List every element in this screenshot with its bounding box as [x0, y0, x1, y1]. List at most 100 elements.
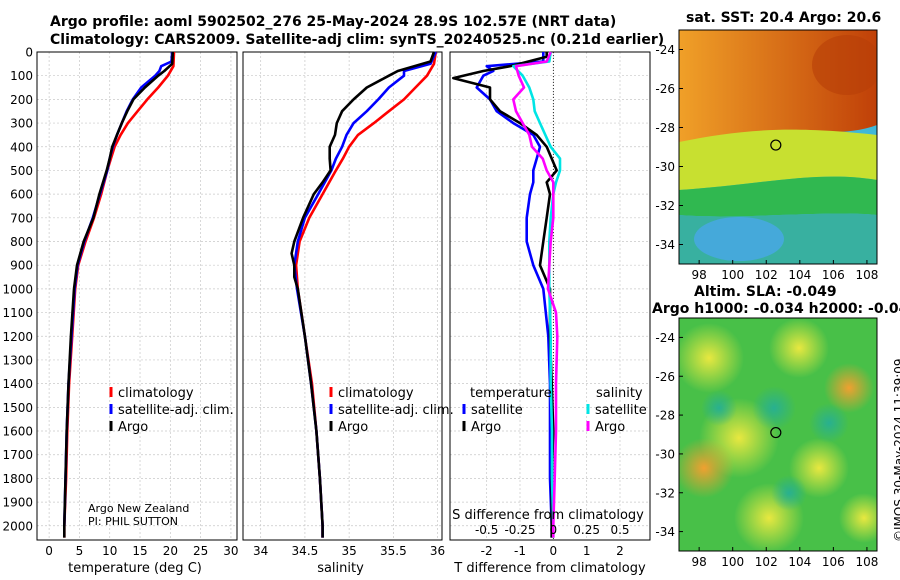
sla-map: 98 100 102 104 106 108 -24 -26 -28 -30 -32 -34 [655, 317, 878, 569]
x-tick-label: -1 [514, 544, 526, 558]
x-tick-label: 5 [76, 544, 84, 558]
map-y-tick-label: -28 [655, 409, 675, 423]
x-axis-label: T difference from climatology [453, 561, 646, 576]
series-climatology [63, 51, 176, 538]
panel-frame [36, 51, 238, 541]
x-tick-label: 15 [132, 544, 147, 558]
legend-label: climatology [118, 386, 194, 401]
map-y-tick-label: -34 [655, 238, 675, 252]
depth-tick-label: 500 [10, 164, 33, 178]
sla-anomaly-blob [789, 438, 849, 498]
x-tick-label: 20 [163, 544, 178, 558]
depth-tick-label: 800 [10, 235, 33, 249]
series-argo [63, 51, 175, 538]
map-y-tick-label: -26 [655, 370, 675, 384]
sla-anomaly-blob [839, 493, 877, 543]
sst-hot-patch [812, 35, 877, 95]
map-y-tick-label: -32 [655, 199, 675, 213]
sla-anomaly-blob [769, 318, 829, 378]
timestamp: ©IMOS 30-May-2024 11:39:09 [892, 358, 900, 542]
x-tick-label: 35.5 [380, 544, 407, 558]
sla-anomaly-blob [679, 438, 734, 498]
x-tick-label: 35 [341, 544, 356, 558]
secondary-x-tick-label: -0.5 [475, 523, 498, 537]
legend-label: satellite-adj. clim. [118, 403, 234, 418]
depth-tick-label: 1900 [2, 496, 33, 510]
map-y-tick-label: -24 [655, 43, 675, 57]
x-tick-label: 0 [45, 544, 53, 558]
depth-tick-label: 100 [10, 69, 33, 83]
legend-label: Argo [338, 420, 368, 435]
profile-panel-3: -2 -1 0 1 2 T difference from climatology temp… [449, 51, 651, 576]
legend-label: Argo [118, 420, 148, 435]
secondary-x-tick-label: 0.5 [610, 523, 629, 537]
sst-cold-patch [694, 217, 784, 261]
series-salinity-argo [511, 51, 559, 538]
depth-tick-label: 200 [10, 93, 33, 107]
map-x-tick-label: 104 [788, 268, 811, 282]
legend-label: Argo [471, 420, 501, 435]
legend-label: satellite [595, 403, 647, 418]
series-satellite-adj-clim- [292, 51, 437, 538]
map-y-tick-label: -30 [655, 447, 675, 461]
depth-tick-label: 1500 [2, 401, 33, 415]
x-tick-label: 10 [102, 544, 117, 558]
secondary-x-tick-label: 0 [550, 523, 558, 537]
sla-anomaly-blob [771, 475, 807, 511]
map-field [679, 30, 877, 264]
map-y-tick-label: -24 [655, 331, 675, 345]
x-axis-label: salinity [317, 561, 364, 576]
x-tick-label: 0 [550, 544, 558, 558]
map-y-tick-label: -28 [655, 121, 675, 135]
map-frame [678, 317, 878, 552]
x-tick-label: 34 [253, 544, 268, 558]
depth-tick-label: 700 [10, 211, 33, 225]
depth-tick-label: 1400 [2, 377, 33, 391]
legend-title-salinity: salinity [596, 386, 643, 401]
legend-label: Argo [595, 420, 625, 435]
series-climatology [294, 51, 438, 538]
legend-label: satellite-adj. clim. [338, 403, 454, 418]
map-x-tick-label: 100 [721, 555, 744, 569]
map-x-tick-label: 100 [721, 268, 744, 282]
map-x-tick-label: 102 [755, 268, 778, 282]
map-y-tick-label: -34 [655, 525, 675, 539]
depth-tick-label: 400 [10, 140, 33, 154]
depth-tick-label: 900 [10, 259, 33, 273]
sla-anomaly-blob [824, 363, 874, 413]
profile-title: Argo profile: aoml 5902502_276 25-May-20… [50, 14, 617, 30]
sst-green-band [679, 176, 877, 217]
sst-map-title: sat. SST: 20.4 Argo: 20.6 [686, 10, 882, 26]
map-x-tick-label: 104 [788, 555, 811, 569]
legend-label: satellite [471, 403, 523, 418]
map-x-tick-label: 102 [755, 555, 778, 569]
x-axis-label: temperature (deg C) [68, 561, 202, 576]
timestamp-container: ©IMOS 30-May-2024 11:39:09 [880, 300, 900, 560]
map-y-tick-label: -30 [655, 160, 675, 174]
map-x-tick-label: 98 [691, 268, 706, 282]
sla-anomaly-blob [701, 390, 737, 426]
map-field [679, 318, 877, 551]
secondary-x-tick-label: -0.25 [504, 523, 535, 537]
sla-map-subtitle: Argo h1000: -0.034 h2000: -0.044 [652, 301, 900, 317]
depth-tick-label: 1000 [2, 282, 33, 296]
legend-label: climatology [338, 386, 414, 401]
sst-map: 98 100 102 104 106 108 -24 -26 -28 -30 -32 -34 [655, 29, 878, 282]
depth-tick-label: 1700 [2, 448, 33, 462]
argo-position-marker [770, 426, 782, 439]
x-tick-label: 30 [223, 544, 238, 558]
x-tick-label: 25 [193, 544, 208, 558]
annotation-line-2: PI: PHIL SUTTON [88, 515, 178, 528]
map-x-tick-label: 108 [855, 268, 878, 282]
argo-position-marker [770, 139, 782, 151]
depth-tick-label: 1200 [2, 330, 33, 344]
map-x-tick-label: 98 [691, 555, 706, 569]
map-y-tick-label: -26 [655, 82, 675, 96]
depth-tick-label: 1300 [2, 353, 33, 367]
map-y-tick-label: -32 [655, 486, 675, 500]
map-frame [678, 29, 878, 265]
series-argo [290, 51, 436, 538]
depth-tick-label: 2000 [2, 519, 33, 533]
depth-tick-label: 600 [10, 188, 33, 202]
